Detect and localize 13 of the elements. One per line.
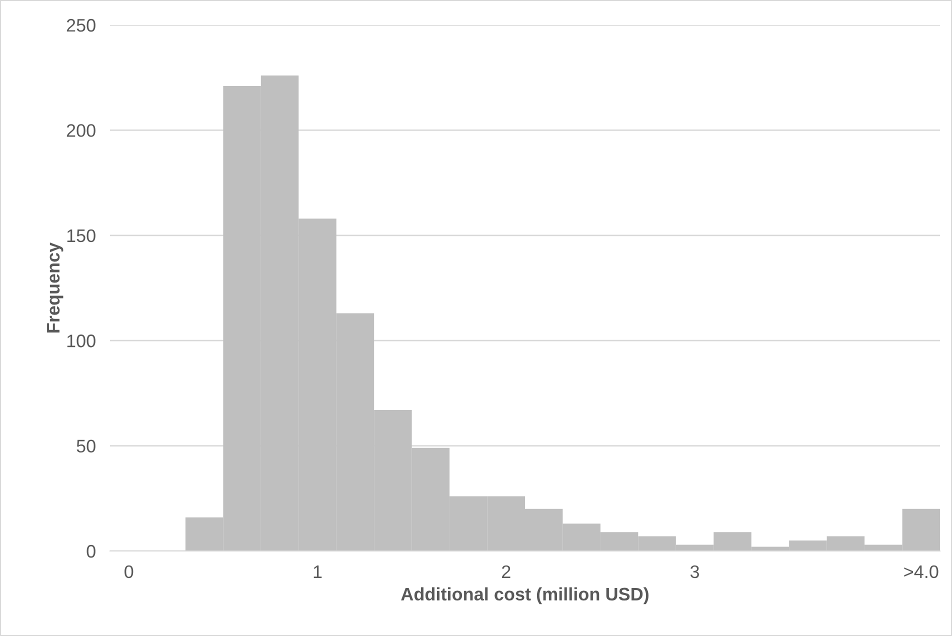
- y-axis-title: Frequency: [47, 242, 64, 332]
- y-tick-label: 100: [67, 334, 96, 348]
- y-tick-label: 200: [66, 124, 96, 137]
- x-tick-label: 3: [690, 565, 699, 578]
- y-tick-label: 50: [76, 440, 96, 453]
- x-tick-label: 0: [124, 565, 134, 578]
- x-axis-title: Additional cost (million USD): [401, 587, 648, 604]
- x-tick-label: 1: [314, 566, 322, 578]
- y-tick-label: 0: [86, 544, 96, 558]
- x-tick-label: 2: [502, 565, 510, 578]
- y-tick-label: 150: [67, 229, 96, 242]
- y-tick-label: 250: [66, 18, 96, 32]
- x-tick-label: >4.0: [904, 565, 938, 578]
